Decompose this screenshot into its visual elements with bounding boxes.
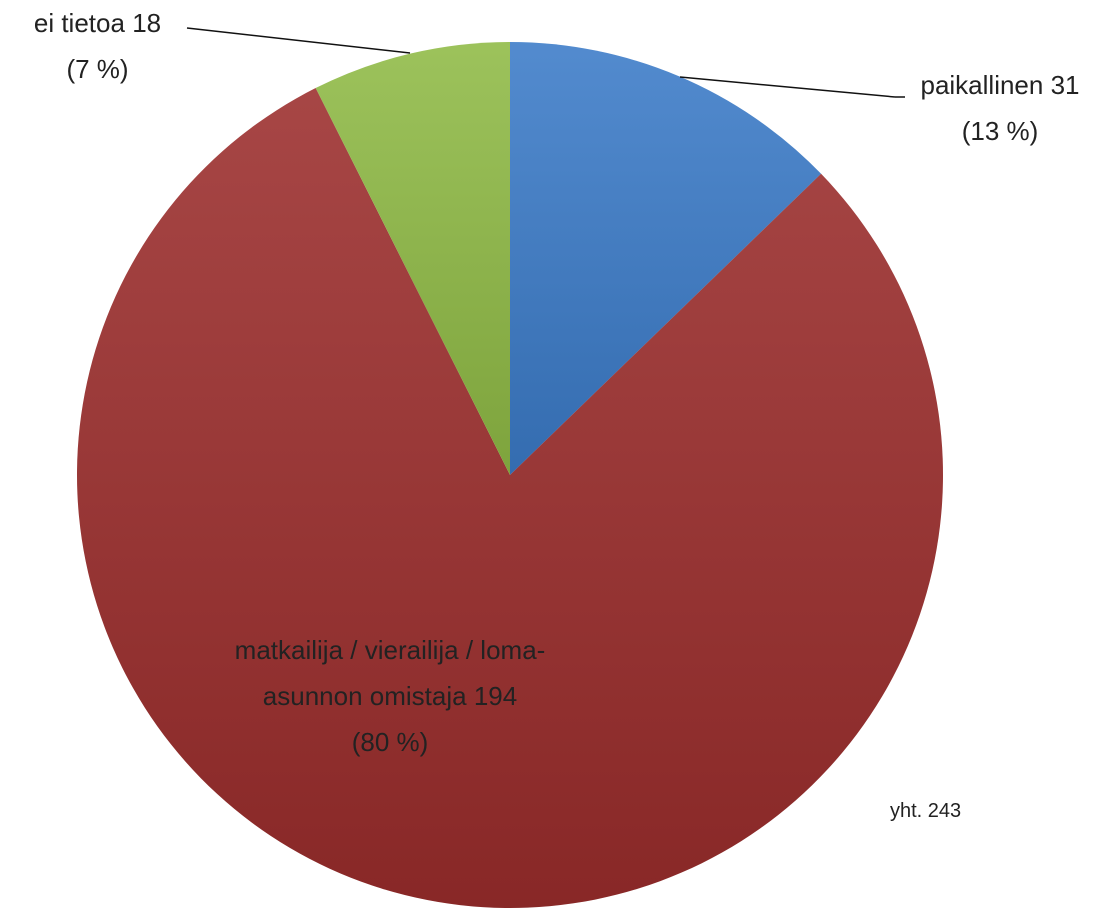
leader-line (186, 27, 411, 54)
slice-label: paikallinen 31 (13 %) (880, 62, 1117, 154)
slice-shade (77, 88, 944, 909)
total-annotation: yht. 243 (890, 800, 962, 822)
percent-label: (7 %) (66, 54, 129, 84)
value-label: 194 (473, 681, 518, 711)
value-label: 18 (132, 8, 162, 38)
leader-line (679, 76, 896, 98)
value-label: 31 (1050, 70, 1080, 100)
slice-label: matkailija / vierailija / loma-asunnon o… (230, 627, 550, 765)
percent-label: (13 %) (961, 116, 1039, 146)
slice-shade (315, 42, 510, 475)
percent-label: (80 %) (351, 727, 429, 757)
category-name: ei tietoa (33, 8, 125, 38)
category-name: paikallinen (920, 70, 1044, 100)
slice-shade (510, 42, 822, 475)
slice-label: ei tietoa 18 (7 %) (0, 0, 195, 92)
category-name: matkailija / vierailija / loma-asunnon o… (234, 635, 546, 711)
